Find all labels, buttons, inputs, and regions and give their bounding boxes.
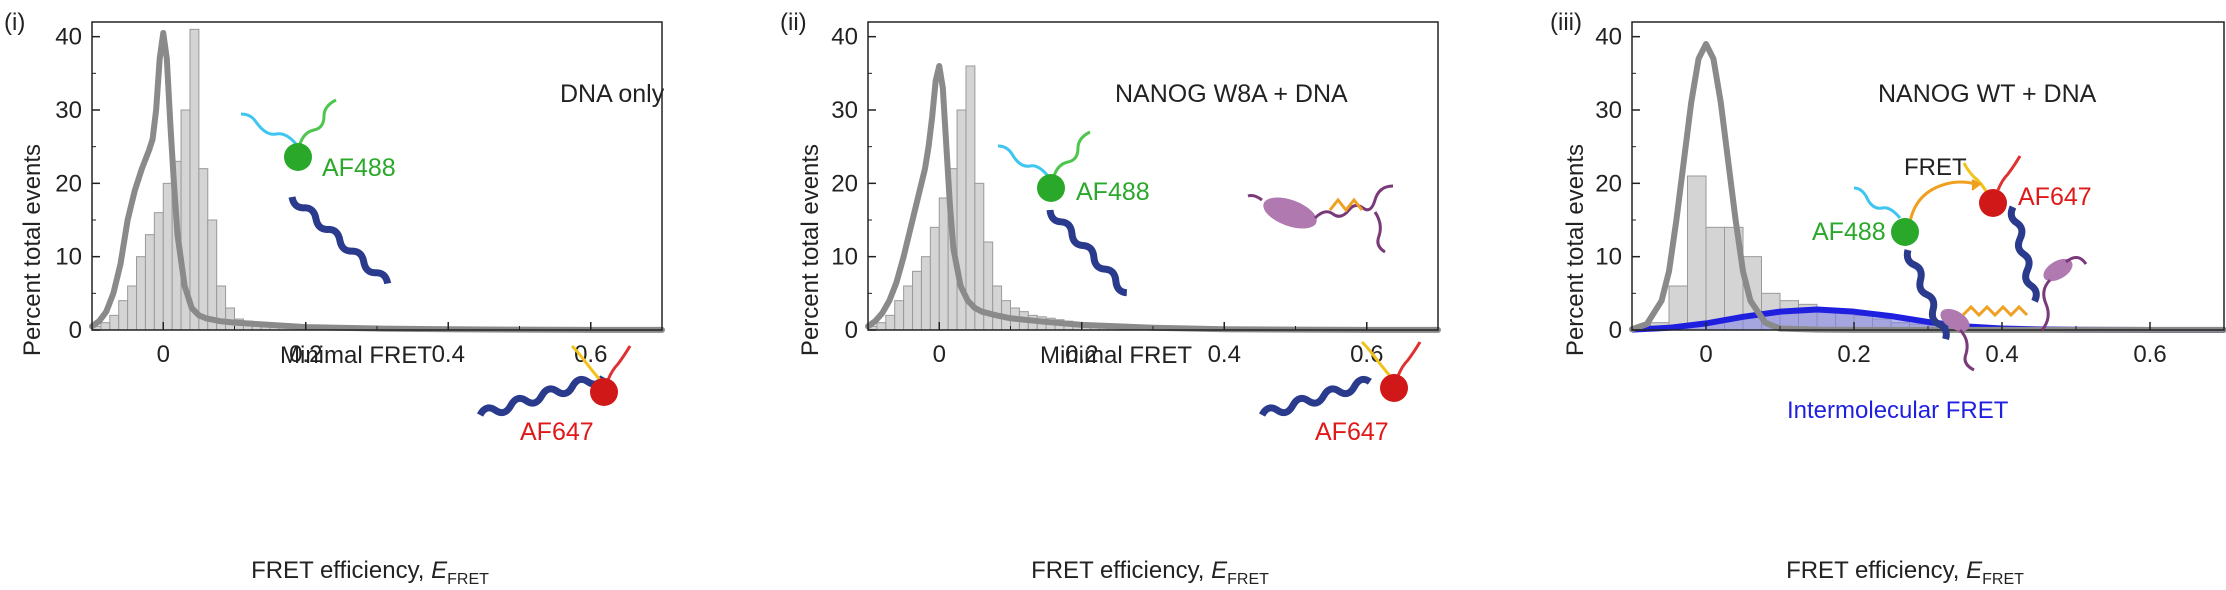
af647-label: AF647: [1315, 418, 1389, 446]
x-tick-label: 0: [1699, 341, 1712, 368]
histogram-bar: [100, 322, 111, 331]
af647-label: AF647: [2018, 183, 2092, 211]
histogram-bar: [903, 285, 914, 331]
histogram-bar: [189, 28, 200, 331]
dna-donor-diagram: AF488: [240, 98, 396, 285]
y-tick-label: 10: [1595, 244, 1622, 271]
y-tick-label: 0: [1609, 317, 1622, 344]
panel-label: (i): [4, 9, 25, 36]
x-tick-label: 0: [933, 341, 946, 368]
y-axis-label: Percent total events: [797, 144, 824, 356]
fit-line: [865, 63, 1441, 333]
panel-label: (ii): [780, 9, 807, 36]
region-label: Intermolecular FRET: [1787, 397, 2009, 424]
histogram-bar: [894, 300, 905, 331]
histogram-bar: [1705, 226, 1725, 331]
y-axis-label: Percent total events: [19, 144, 46, 356]
condition-annotation: NANOG W8A + DNA: [1115, 80, 1348, 108]
nanog-protein-icon: [1940, 256, 2088, 372]
region-label: Minimal FRET: [1040, 342, 1192, 369]
histogram-bar: [929, 226, 940, 331]
dna-acceptor-diagram: AF647: [476, 344, 632, 446]
x-tick-label: 0.2: [1065, 341, 1098, 368]
condition-annotation: NANOG WT + DNA: [1878, 80, 2097, 108]
region-label: Minimal FRET: [280, 342, 432, 369]
histogram-bar: [938, 197, 949, 331]
fit-line: [89, 30, 665, 333]
y-tick-label: 40: [1595, 24, 1622, 51]
histogram-bar: [207, 219, 218, 331]
y-tick-label: 40: [831, 24, 858, 51]
histogram-bar: [198, 168, 209, 331]
y-tick-label: 40: [55, 24, 82, 51]
af488-label: AF488: [1812, 218, 1886, 246]
x-tick-label: 0: [157, 341, 170, 368]
histogram-bar: [1687, 175, 1707, 331]
x-tick-label: 0.6: [2133, 341, 2166, 368]
y-tick-label: 20: [831, 170, 858, 197]
panel-iii: (iii) Percent total events 0 0.2 0.4 0.6 0 10…: [1550, 9, 2226, 588]
panel-i: (i) Percent total events 0 0.2 0.4 0.601020…: [4, 9, 665, 588]
af488-label: AF488: [1076, 178, 1150, 206]
histogram-bar: [162, 182, 173, 331]
histogram-bar: [920, 256, 931, 331]
x-tick-label: 0.2: [289, 341, 322, 368]
histogram-bar: [118, 300, 129, 331]
y-axis-label: Percent total events: [1562, 144, 1589, 356]
dna-donor-diagram: AF488: [997, 130, 1150, 297]
x-axis-label: FRET efficiency, EFRET: [1786, 557, 2024, 588]
histogram-bar: [127, 285, 138, 331]
y-tick-label: 20: [55, 170, 82, 197]
condition-annotation: DNA only: [560, 80, 665, 108]
nanog-protein-icon: [1247, 184, 1394, 254]
histogram-bar: [965, 65, 976, 331]
y-tick-label: 20: [1595, 170, 1622, 197]
panel-ii: (ii) Percent total events 0 0.2 0.4 0.60102…: [780, 9, 1441, 588]
x-axis-label: FRET efficiency, EFRET: [251, 557, 489, 588]
af647-dye-icon: [590, 378, 618, 406]
y-tick-label: 0: [69, 317, 82, 344]
af488-label: AF488: [322, 154, 396, 182]
histogram-bar: [136, 256, 146, 331]
histogram-bar: [912, 270, 922, 331]
af647-dye-icon: [1979, 189, 2007, 217]
dna-acceptor-diagram: AF647: [1258, 340, 1422, 446]
histogram-bar: [876, 322, 887, 331]
fret-label: FRET: [1904, 154, 1967, 181]
y-tick-label: 30: [55, 97, 82, 124]
af488-dye-icon: [1037, 174, 1065, 202]
histogram-bar: [885, 314, 896, 331]
af647-dye-icon: [1380, 374, 1408, 402]
x-axis-label: FRET efficiency, EFRET: [1031, 557, 1269, 588]
af488-dye-icon: [1891, 218, 1919, 246]
x-tick-label: 0.4: [1985, 341, 2018, 368]
af647-label: AF647: [520, 418, 594, 446]
histogram-bar: [109, 314, 120, 331]
af488-dye-icon: [284, 143, 312, 171]
y-tick-label: 30: [1595, 97, 1622, 124]
histogram-bar: [992, 285, 1003, 331]
histogram-bar: [153, 212, 164, 331]
panel-label: (iii): [1550, 9, 1582, 36]
fret-complex-diagram: FRET AF488 AF647: [1812, 154, 2092, 372]
y-tick-label: 0: [845, 317, 858, 344]
histogram-bar: [144, 234, 155, 331]
x-tick-label: 0.4: [432, 341, 465, 368]
y-tick-label: 10: [831, 244, 858, 271]
y-tick-label: 30: [831, 97, 858, 124]
plot-area: 0 0.2 0.4 0.6 0 10 20 30 40: [1595, 21, 2226, 368]
y-tick-label: 10: [55, 244, 82, 271]
x-tick-label: 0.4: [1208, 341, 1241, 368]
x-tick-label: 0.2: [1837, 341, 1870, 368]
